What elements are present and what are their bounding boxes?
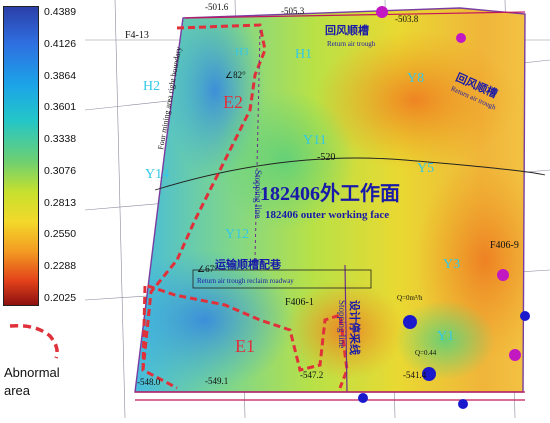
survey-point[interactable]: [403, 315, 417, 329]
fault-label-f406-1: F406-1: [285, 297, 314, 308]
colorbar-tick-label: 0.3864: [44, 69, 77, 82]
elevation-bottom-2: -549.1: [205, 376, 228, 386]
survey-points: [358, 6, 530, 409]
zone-label-y12: Y12: [225, 227, 249, 242]
anomaly-field: [135, 8, 525, 392]
abnormal-area-legend-swatch: [9, 323, 59, 359]
elevation-top-3: -501.6: [205, 2, 229, 12]
flow-label-1: Q=0m³/h: [397, 294, 423, 302]
survey-point[interactable]: [520, 311, 530, 321]
fault-label-f406-9: F406-9: [490, 240, 519, 251]
design-stop-line-cn: 设计停采线: [348, 300, 362, 355]
flow-labels: Q=0m³/h Q=0.44: [397, 294, 437, 357]
face-title-cn: 182406外工作面: [260, 181, 400, 205]
stopping-line-label-left: Stopping line: [253, 170, 263, 218]
elevation-bottom-3: -547.2: [300, 370, 323, 380]
zone-label-h3: H3: [235, 46, 249, 58]
survey-point[interactable]: [456, 33, 466, 43]
zone-label-y3: Y3: [443, 257, 460, 272]
survey-point[interactable]: [509, 349, 521, 361]
elevation-bottom-1: -548.0: [137, 377, 161, 387]
survey-point[interactable]: [458, 399, 468, 409]
colorbar-tick-label: 0.3601: [44, 101, 77, 114]
contour-label: -520: [317, 152, 335, 163]
abnormal-area-outlines: [141, 23, 349, 390]
fault-label-f4-13: F4-13: [125, 30, 149, 41]
transport-roadway-cn: 运输顺槽配巷: [215, 257, 282, 271]
angle-label: ∠82°: [225, 70, 246, 80]
zone-label-y14: Y14: [145, 167, 169, 182]
elevation-bottom-4: -541.4: [403, 370, 427, 380]
angle-label-2: ∠67°: [197, 264, 218, 274]
zone-label-h2: H2: [143, 79, 160, 94]
survey-map: -520 H1: [84, 0, 550, 419]
zone-label-h1: H1: [295, 47, 312, 62]
stopping-line: [344, 264, 348, 393]
zone-label-y11: Y11: [303, 133, 327, 148]
colorbar-tick-label: 0.3338: [44, 133, 77, 146]
flow-label-2: Q=0.44: [415, 349, 437, 357]
elevation-top-1: -505.3: [281, 6, 305, 16]
colorbar: [3, 6, 39, 306]
survey-point[interactable]: [376, 6, 388, 18]
survey-point[interactable]: [422, 367, 436, 381]
zone-label-y8: Y8: [407, 71, 424, 86]
zone-label-e2: E2: [223, 92, 243, 112]
colorbar-tick-label: 0.2550: [44, 228, 77, 241]
zone-labels: H1 H2 H3 Y1 Y3 Y5 Y8 Y11 Y12 Y14: [143, 46, 460, 344]
stopping-line-label-right: Stopping line: [337, 300, 347, 348]
colorbar-tick-label: 0.4389: [44, 6, 77, 18]
colorbar-tick-label: 0.2025: [44, 292, 77, 304]
zone-label-e1: E1: [235, 336, 255, 356]
survey-point[interactable]: [497, 269, 509, 281]
contour-line: [154, 157, 546, 191]
return-trough-en: Return air trough: [327, 40, 376, 48]
zone-label-y1: Y1: [437, 329, 454, 344]
colorbar-tick-label: 0.4126: [44, 37, 77, 50]
abnormal-zone-labels: E1 E2: [223, 92, 255, 356]
survey-point[interactable]: [358, 393, 368, 403]
face-title-en: 182406 outer working face: [265, 209, 389, 221]
colorbar-tick-label: 0.2288: [44, 260, 77, 273]
colorbar-tick-label: 0.2813: [44, 196, 77, 209]
transport-roadway: [192, 269, 372, 289]
transport-roadway-en: Return air trough reclaim roadway: [197, 277, 294, 285]
stopping-line-left: [254, 29, 261, 261]
map-panel: -520 H1: [84, 0, 550, 419]
fault-labels: F4-13 F406-9 F406-1: [125, 30, 519, 308]
elevation-top-2: -503.8: [395, 14, 419, 24]
zone-label-y5: Y5: [417, 161, 434, 176]
return-trough-cn: 回风顺槽: [325, 23, 369, 37]
abnormal-area-legend-label: Abnormal area: [4, 365, 60, 398]
colorbar-tick-label: 0.3076: [44, 164, 77, 177]
elevation-labels: -505.3 -503.8 -501.6 -548.0 -549.1 -547.…: [137, 2, 427, 387]
